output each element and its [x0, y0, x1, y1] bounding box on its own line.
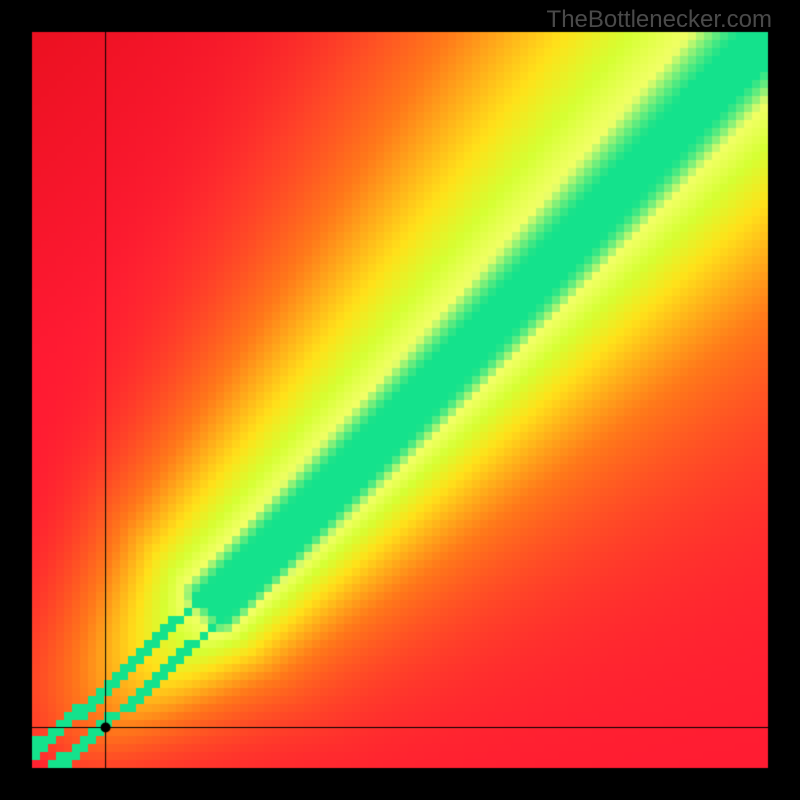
watermark-text: TheBottlenecker.com	[547, 6, 772, 34]
bottleneck-heatmap	[0, 0, 800, 800]
